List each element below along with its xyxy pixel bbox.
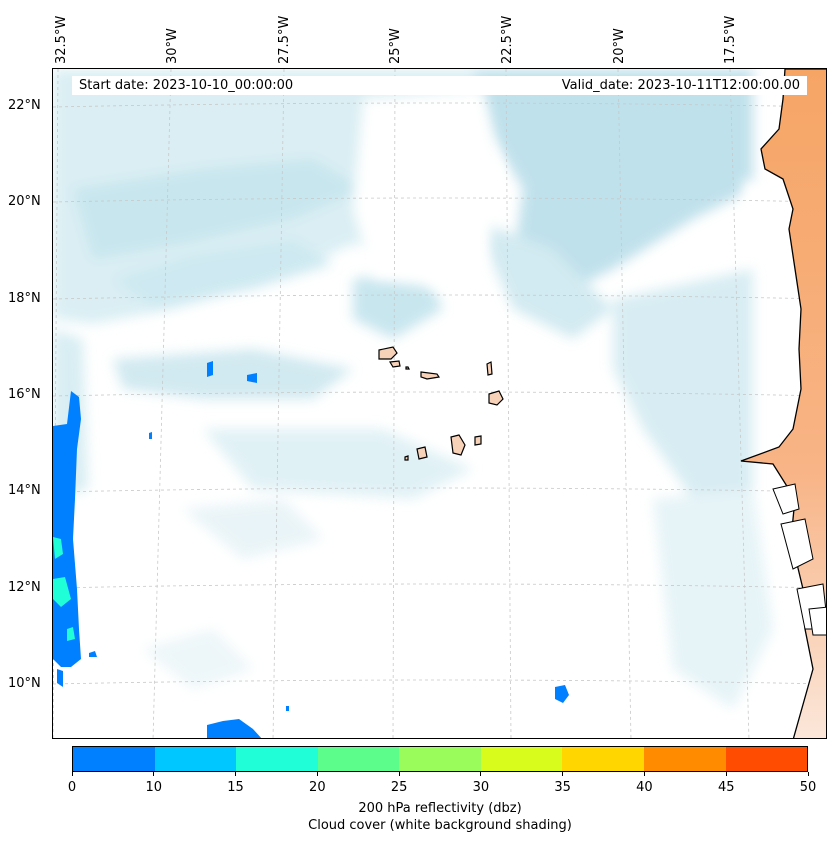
cloud-clear-region <box>353 89 793 289</box>
reflectivity-layer <box>53 361 569 738</box>
colorbar-tick-label: 15 <box>227 780 244 795</box>
lat-tick-label: 20°N <box>8 194 41 209</box>
colorbar-tick-label: 0 <box>67 780 77 795</box>
lat-tick-label: 12°N <box>8 580 41 595</box>
colorbar-segment <box>480 747 563 771</box>
colorbar-tick-mark <box>480 772 482 776</box>
lon-tick-label: 20°W <box>612 28 627 64</box>
colorbar-label: 200 hPa reflectivity (dbz) <box>358 801 522 816</box>
colorbar-tick-mark <box>153 772 155 776</box>
lat-tick-label: 10°N <box>8 676 41 691</box>
colorbar-tick-label: 30 <box>472 780 490 795</box>
colorbar-segment <box>317 747 400 771</box>
lon-tick-label: 22.5°W <box>500 15 515 64</box>
colorbar-sublabel: Cloud cover (white background shading) <box>308 818 572 833</box>
colorbar-tick-label: 45 <box>717 780 735 795</box>
colorbar-tick-mark <box>562 772 564 776</box>
colorbar-tick-label: 10 <box>145 780 163 795</box>
colorbar-tick-mark <box>71 772 73 776</box>
colorbar-tick-mark <box>807 772 809 776</box>
lon-tick-label: 32.5°W <box>54 15 69 64</box>
colorbar-tick-label: 35 <box>554 780 571 795</box>
colorbar-segment <box>399 747 481 771</box>
lat-tick-label: 14°N <box>8 483 41 498</box>
cape-verde-islands <box>378 346 504 461</box>
colorbar-tick-mark <box>235 772 237 776</box>
colorbar-tick-mark <box>725 772 727 776</box>
colorbar-segment <box>643 747 726 771</box>
colorbar-tick-mark <box>643 772 645 776</box>
colorbar-segment <box>73 747 155 771</box>
colorbar-tick-label: 50 <box>799 780 817 795</box>
colorbar-tick-label: 40 <box>636 780 653 795</box>
start-date-label: Start date: 2023-10-10_00:00:00 <box>79 78 294 93</box>
date-banner: Start date: 2023-10-10_00:00:00 Valid_da… <box>72 76 807 95</box>
colorbar-segment <box>562 747 644 771</box>
lon-tick-label: 27.5°W <box>277 15 292 64</box>
lat-tick-label: 18°N <box>8 291 41 306</box>
colorbar-tick-label: 25 <box>390 780 408 795</box>
map-panel <box>52 68 827 739</box>
colorbar-segment <box>725 747 808 771</box>
colorbar-segment <box>236 747 318 771</box>
colorbar-tick-mark <box>316 772 318 776</box>
lat-tick-label: 22°N <box>8 98 41 113</box>
valid-date-label: Valid_date: 2023-10-11T12:00:00.00 <box>561 78 800 93</box>
african-land <box>740 69 826 738</box>
colorbar-tick-mark <box>398 772 400 776</box>
map-canvas <box>53 69 826 738</box>
lat-tick-label: 16°N <box>8 387 41 402</box>
lon-tick-label: 17.5°W <box>723 15 738 64</box>
lon-tick-label: 25°W <box>388 28 403 64</box>
colorbar-segment <box>154 747 237 771</box>
lon-tick-label: 30°W <box>165 28 180 64</box>
reflectivity-colorbar <box>72 746 808 772</box>
colorbar-tick-label: 20 <box>309 780 326 795</box>
